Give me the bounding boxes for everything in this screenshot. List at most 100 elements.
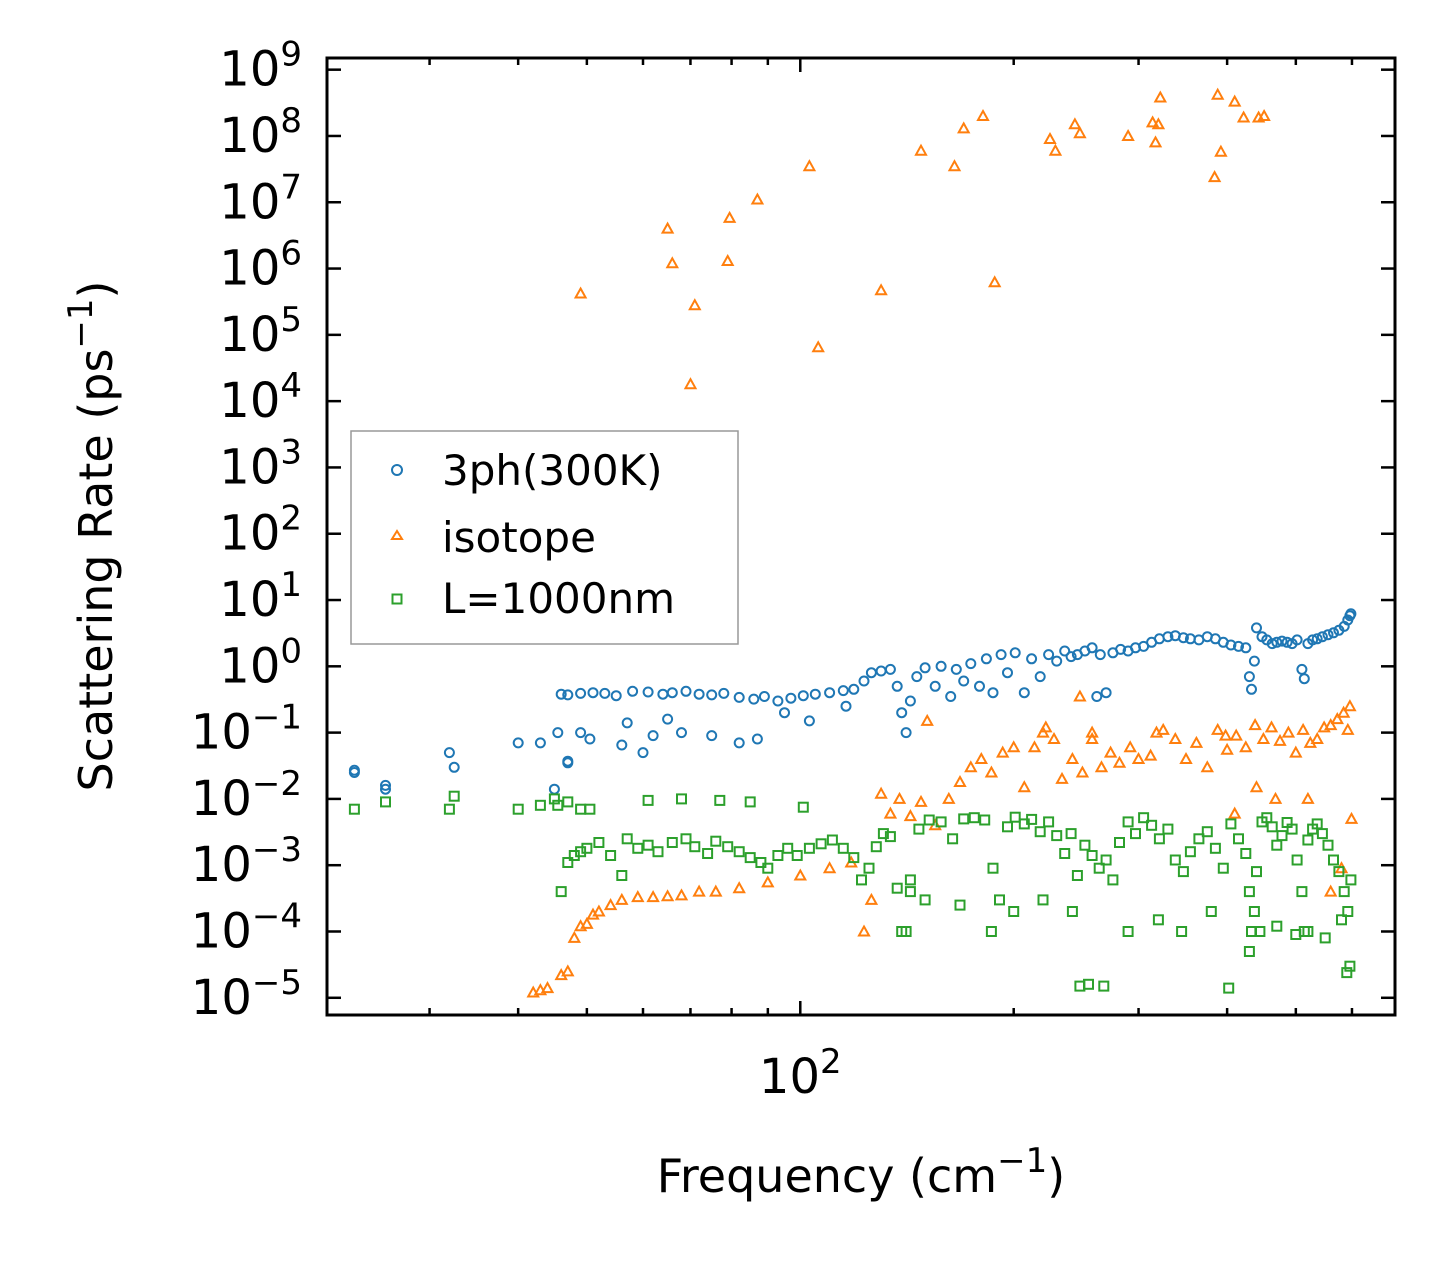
data-point-triangle	[1229, 728, 1243, 741]
data-point-triangle	[874, 786, 888, 799]
legend-marker-l1000nm	[391, 593, 403, 605]
data-point-triangle	[761, 875, 775, 888]
y-axis-title: Scattering Rate (ps−1)	[61, 280, 123, 791]
y-tick-label: 103	[219, 432, 302, 495]
data-point-circle	[875, 665, 887, 677]
data-point-square	[1065, 828, 1077, 840]
legend-marker-isotope	[390, 529, 404, 540]
data-point-circle	[1115, 643, 1127, 655]
data-point-square	[1193, 833, 1205, 845]
data-point-triangle	[603, 898, 618, 911]
data-point-triangle	[976, 108, 990, 121]
data-point-triangle	[942, 791, 956, 804]
data-point-circle	[680, 685, 692, 697]
data-point-triangle	[540, 981, 555, 994]
data-point-square	[856, 874, 867, 886]
data-point-triangle	[1281, 725, 1296, 738]
data-point-circle	[562, 689, 574, 701]
data-point-triangle	[1207, 170, 1222, 183]
data-point-square	[1066, 906, 1078, 917]
data-point-triangle	[646, 890, 660, 903]
data-point-triangle	[996, 745, 1010, 758]
data-point-square	[782, 842, 794, 854]
data-point-square	[1079, 839, 1091, 851]
data-point-circle	[1240, 642, 1252, 654]
data-point-square	[1225, 818, 1237, 830]
y-tick-label: 107	[219, 167, 302, 230]
data-point-square	[348, 803, 360, 815]
data-point-triangle	[988, 275, 1002, 288]
data-point-circle	[837, 685, 849, 697]
data-point-circle	[575, 687, 587, 699]
data-point-square	[1316, 828, 1328, 840]
data-point-circle	[1296, 663, 1308, 675]
data-point-triangle	[974, 751, 988, 764]
data-point-triangle	[1112, 755, 1127, 768]
data-point-triangle	[573, 286, 588, 299]
data-point-triangle	[1268, 791, 1283, 804]
data-point-circle	[779, 707, 790, 719]
data-point-triangle	[1264, 720, 1279, 733]
data-point-triangle	[750, 192, 765, 205]
data-point-square	[755, 857, 767, 868]
data-point-circle	[1251, 622, 1262, 634]
data-point-triangle	[732, 881, 746, 894]
data-point-triangle	[793, 868, 807, 881]
data-point-circle	[929, 680, 941, 692]
data-point-square	[1152, 914, 1164, 926]
data-point-circle	[1051, 655, 1063, 667]
data-point-triangle	[1324, 718, 1338, 731]
data-point-circle	[840, 700, 852, 712]
data-point-triangle	[1200, 760, 1214, 773]
data-point-triangle	[1330, 712, 1344, 725]
data-point-circle	[587, 687, 599, 699]
data-point-square	[652, 846, 664, 858]
data-point-circle	[1091, 691, 1103, 702]
data-point-triangle	[1148, 135, 1163, 148]
data-point-triangle	[1047, 731, 1061, 744]
data-point-triangle	[1055, 771, 1069, 784]
data-point-square	[1286, 823, 1298, 835]
legend-marker-3ph	[391, 464, 403, 476]
data-point-square	[581, 842, 593, 854]
data-point-circle	[1328, 627, 1339, 639]
data-point-triangle	[1153, 90, 1167, 103]
data-point-circle	[718, 687, 730, 699]
data-point-circle	[1009, 647, 1021, 659]
data-point-circle	[616, 739, 628, 751]
data-point-circle	[662, 713, 674, 725]
data-point-circle	[1281, 636, 1293, 648]
data-point-triangle	[660, 889, 675, 902]
data-point-square	[1093, 862, 1105, 874]
data-point-circle	[1316, 631, 1328, 643]
data-point-square	[1146, 819, 1158, 831]
y-tick-label: 109	[219, 35, 302, 98]
data-point-triangle	[1256, 731, 1271, 744]
data-point-triangle	[1043, 131, 1057, 144]
data-point-square	[1341, 967, 1353, 979]
data-point-square	[562, 796, 574, 808]
data-point-triangle	[1073, 126, 1087, 139]
data-point-circle	[380, 783, 391, 795]
data-point-triangle	[892, 791, 907, 804]
data-point-circle	[647, 730, 659, 742]
data-point-square	[987, 862, 999, 874]
data-point-circle	[584, 733, 596, 745]
data-point-circle	[858, 675, 870, 687]
data-point-square	[1098, 980, 1110, 992]
y-tick-label: 105	[219, 300, 302, 363]
data-point-circle	[1322, 629, 1334, 641]
data-point-triangle	[1149, 725, 1164, 738]
data-point-circle	[884, 663, 896, 675]
data-point-square	[870, 841, 882, 853]
data-point-triangle	[1039, 720, 1053, 733]
data-point-circle	[562, 757, 574, 769]
data-point-square	[448, 790, 460, 802]
data-point-triangle	[1121, 128, 1135, 141]
data-point-square	[744, 796, 756, 808]
data-point-triangle	[1228, 94, 1242, 107]
data-point-circle	[785, 692, 797, 704]
y-tick-label: 102	[219, 499, 302, 562]
y-tick-label: 10−3	[191, 830, 302, 893]
